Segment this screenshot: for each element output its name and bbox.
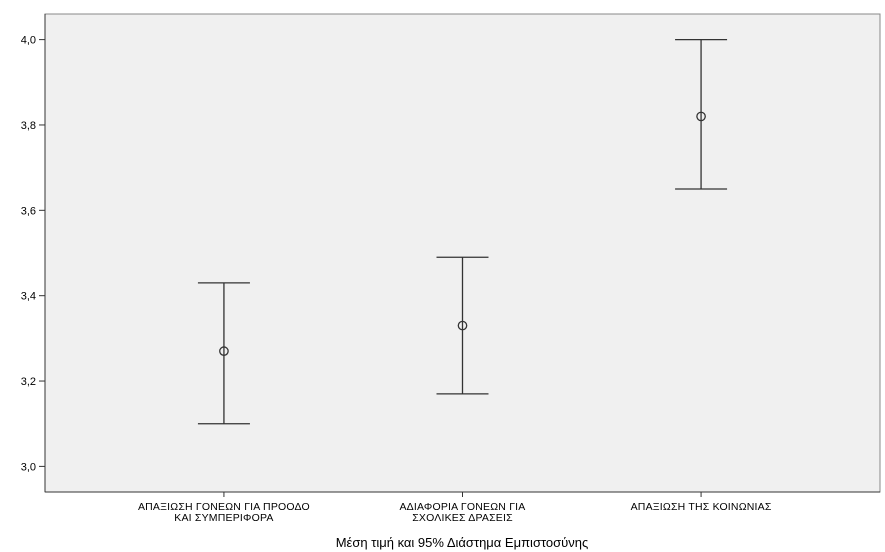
error-bars [197, 38, 728, 425]
mean-marker [696, 111, 706, 122]
x-category-label: ΑΔΙΑΦΟΡΙΑ ΓΟΝΕΩΝ ΓΙΑ [399, 501, 525, 513]
y-tick-label: 3,6 [21, 205, 36, 217]
y-axis-ticks: 3,0 3,2 3,4 3,6 3,8 4,0 [21, 35, 45, 473]
x-category-label: ΚΑΙ ΣΥΜΠΕΡΙΦΟΡΑ [174, 512, 273, 524]
plot-area [44, 13, 881, 493]
mean-marker [457, 320, 468, 331]
mean-marker [219, 346, 229, 357]
x-category-label: ΑΠΑΞΙΩΣΗ ΓΟΝΕΩΝ ΓΙΑ ΠΡΟΟΔΟ [138, 501, 310, 513]
y-tick-label: 3,8 [21, 120, 36, 132]
y-tick-label: 3,4 [21, 291, 36, 303]
y-tick-label: 4,0 [21, 35, 36, 47]
y-tick-label: 3,0 [21, 461, 36, 473]
x-category-label: ΣΧΟΛΙΚΕΣ ΔΡΑΣΕΙΣ [412, 512, 513, 524]
x-category-label: ΑΠΑΞΙΩΣΗ ΤΗΣ ΚΟΙΝΩΝΙΑΣ [631, 501, 772, 513]
y-tick-label: 3,2 [21, 376, 36, 388]
x-axis-title: Μέση τιμή και 95% Διάστημα Εμπιστοσύνης [336, 535, 589, 550]
